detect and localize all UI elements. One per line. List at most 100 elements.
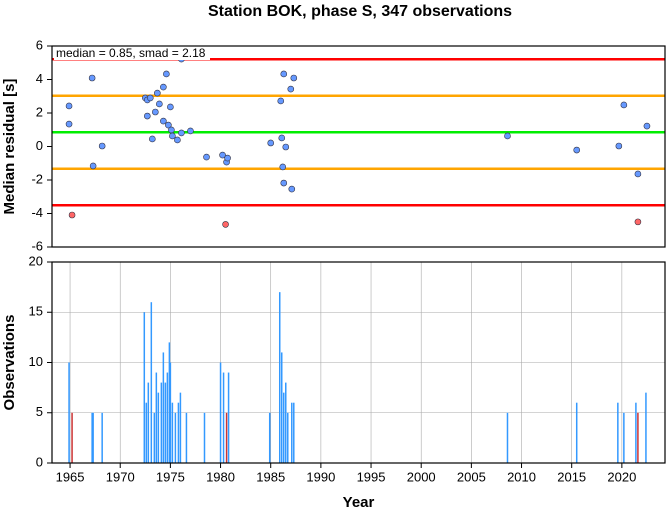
bar	[143, 312, 146, 463]
point	[634, 218, 642, 226]
bar	[162, 352, 165, 463]
bar	[617, 402, 619, 463]
x-tick-label: 1965	[56, 469, 85, 484]
x-tick-label: 1995	[357, 469, 386, 484]
point	[160, 83, 167, 91]
chart-title: Station BOK, phase S, 347 observations	[208, 3, 512, 20]
bar	[68, 362, 70, 463]
point	[147, 94, 154, 102]
point	[203, 153, 210, 161]
bar	[174, 412, 177, 463]
x-tick-label: 2010	[507, 469, 536, 484]
y-tick-label: 15	[29, 304, 43, 319]
point	[573, 146, 581, 154]
point	[280, 179, 288, 187]
bar	[168, 342, 171, 463]
point	[174, 136, 181, 144]
bar	[222, 372, 225, 463]
bar	[171, 402, 174, 463]
point	[144, 112, 151, 120]
y-tick-label: 0	[36, 454, 43, 469]
y-tick-label: -2	[31, 171, 43, 186]
bar	[506, 412, 509, 463]
point	[152, 108, 159, 116]
bar	[147, 382, 150, 463]
bar	[287, 412, 289, 463]
bar	[157, 392, 160, 463]
plot-frame	[51, 45, 666, 248]
point	[68, 211, 76, 219]
bar	[635, 402, 637, 463]
x-tick-label: 1985	[256, 469, 285, 484]
point	[267, 139, 275, 147]
bar	[155, 372, 158, 463]
y-tick-label: 5	[36, 404, 43, 419]
point	[168, 126, 175, 134]
x-tick-label: 2020	[607, 469, 636, 484]
point	[279, 163, 287, 171]
bar	[645, 392, 647, 463]
bar	[101, 412, 103, 463]
point	[224, 154, 231, 162]
bar	[219, 362, 222, 463]
y-tick-label: 2	[36, 104, 43, 119]
bar	[637, 412, 639, 463]
point	[165, 121, 172, 129]
bar	[166, 372, 169, 463]
bar	[227, 372, 230, 463]
plot-frame	[51, 261, 666, 464]
y-axis-label: Median residual [s]	[1, 79, 18, 215]
bar	[203, 412, 206, 463]
bar	[92, 412, 94, 463]
point	[615, 142, 623, 150]
x-tick-label: 2000	[407, 469, 436, 484]
bar	[268, 412, 271, 463]
bar	[278, 292, 281, 463]
y-tick-label: 0	[36, 138, 43, 153]
annotation: median = 0.85, smad = 2.18	[56, 46, 206, 60]
bar	[91, 412, 93, 463]
point	[282, 143, 290, 151]
point	[620, 101, 628, 109]
point	[98, 142, 106, 150]
y-tick-label: 10	[29, 354, 43, 369]
bar	[71, 412, 73, 463]
point	[219, 151, 226, 159]
point	[178, 129, 185, 137]
bar	[185, 412, 188, 463]
point	[167, 103, 174, 111]
bar	[169, 362, 172, 463]
point	[504, 132, 511, 140]
point	[643, 122, 651, 130]
y-tick-label: -4	[31, 205, 43, 220]
point	[222, 221, 229, 228]
x-axis-label: Year	[343, 494, 375, 511]
bar	[575, 402, 578, 463]
annotation-bg	[54, 47, 210, 60]
bar	[291, 402, 293, 463]
point	[65, 102, 73, 110]
point	[149, 135, 156, 143]
bar	[150, 302, 153, 463]
y-tick-label: 20	[29, 253, 43, 268]
point	[288, 185, 296, 193]
point	[290, 74, 298, 82]
x-tick-label: 1970	[106, 469, 135, 484]
y-tick-label: 4	[36, 71, 43, 86]
point	[280, 70, 288, 78]
y-tick-label: -6	[31, 238, 43, 253]
point	[287, 85, 295, 93]
point	[163, 70, 170, 78]
point	[156, 100, 163, 108]
bar	[160, 382, 163, 463]
bar	[280, 352, 283, 463]
bar	[153, 412, 156, 463]
bar	[164, 382, 167, 463]
bar	[225, 412, 228, 463]
bar	[145, 402, 148, 463]
x-tick-label: 1980	[206, 469, 235, 484]
point	[160, 117, 167, 125]
point	[634, 170, 642, 178]
y-axis-label: Observations	[1, 315, 18, 411]
